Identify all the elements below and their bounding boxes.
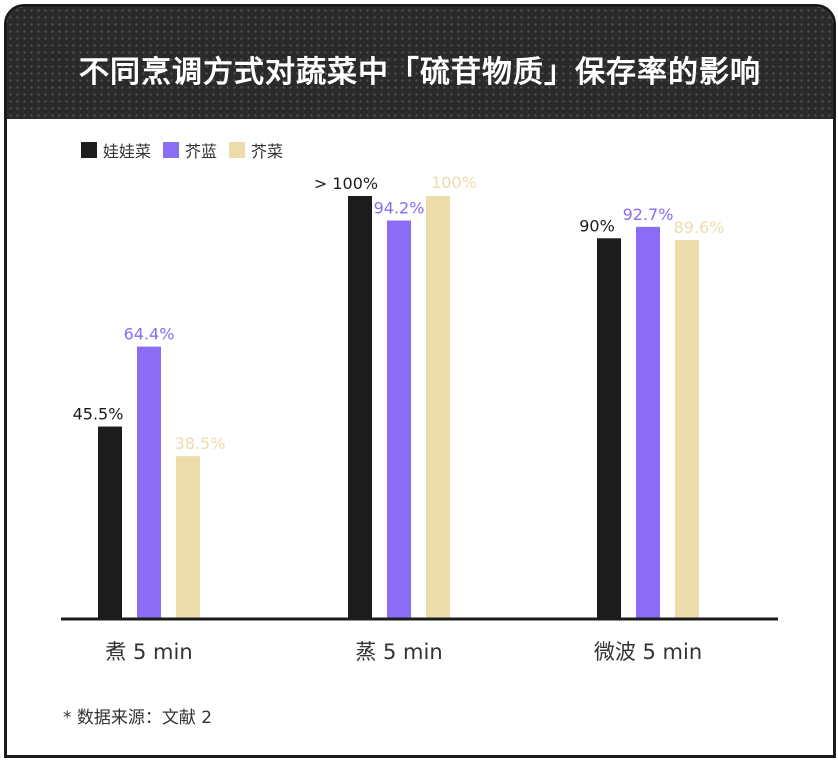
- bar-1-0: [137, 346, 161, 619]
- data-label-1-2: 92.7%: [623, 205, 674, 224]
- bar-2-1: [426, 196, 450, 619]
- bar-1-1: [387, 220, 411, 619]
- data-label-0-0: 45.5%: [73, 405, 124, 424]
- data-label-1-0: 64.4%: [124, 325, 175, 344]
- legend: 娃娃菜 芥蓝 芥菜: [81, 138, 295, 162]
- legend-label-series-1: 芥蓝: [185, 142, 218, 161]
- legend-label-series-0: 娃娃菜: [103, 142, 152, 161]
- category-label-1: 蒸 5 min: [355, 640, 442, 664]
- bar-2-2: [675, 239, 699, 619]
- legend-item-series-1: 芥蓝: [163, 138, 217, 162]
- data-label-2-0: 38.5%: [175, 434, 226, 453]
- legend-swatch-series-2: [229, 142, 246, 158]
- data-label-2-1: 100%: [431, 173, 477, 192]
- legend-item-series-2: 芥菜: [229, 138, 283, 162]
- bar-0-0: [98, 426, 122, 619]
- data-label-1-1: 94.2%: [374, 199, 425, 218]
- bar-0-2: [597, 238, 621, 620]
- data-label-0-1: > 100%: [314, 174, 378, 193]
- bar-0-1: [348, 196, 372, 619]
- chart-title: 不同烹调方式对蔬菜中「硫苷物质」保存率的影响: [79, 55, 761, 90]
- category-label-0: 煮 5 min: [105, 640, 192, 664]
- legend-swatch-series-0: [81, 142, 97, 158]
- legend-swatch-series-1: [163, 142, 180, 158]
- data-source-note: * 数据来源：文献 2: [63, 708, 213, 728]
- header-banner: 不同烹调方式对蔬菜中「硫苷物质」保存率的影响: [7, 7, 833, 119]
- data-label-0-2: 90%: [579, 216, 615, 235]
- legend-label-series-2: 芥菜: [251, 142, 284, 161]
- category-label-2: 微波 5 min: [594, 640, 702, 664]
- bar-1-2: [636, 226, 660, 619]
- data-label-2-2: 89.6%: [674, 218, 725, 237]
- legend-item-series-0: 娃娃菜: [81, 138, 151, 162]
- bar-2-0: [176, 456, 200, 619]
